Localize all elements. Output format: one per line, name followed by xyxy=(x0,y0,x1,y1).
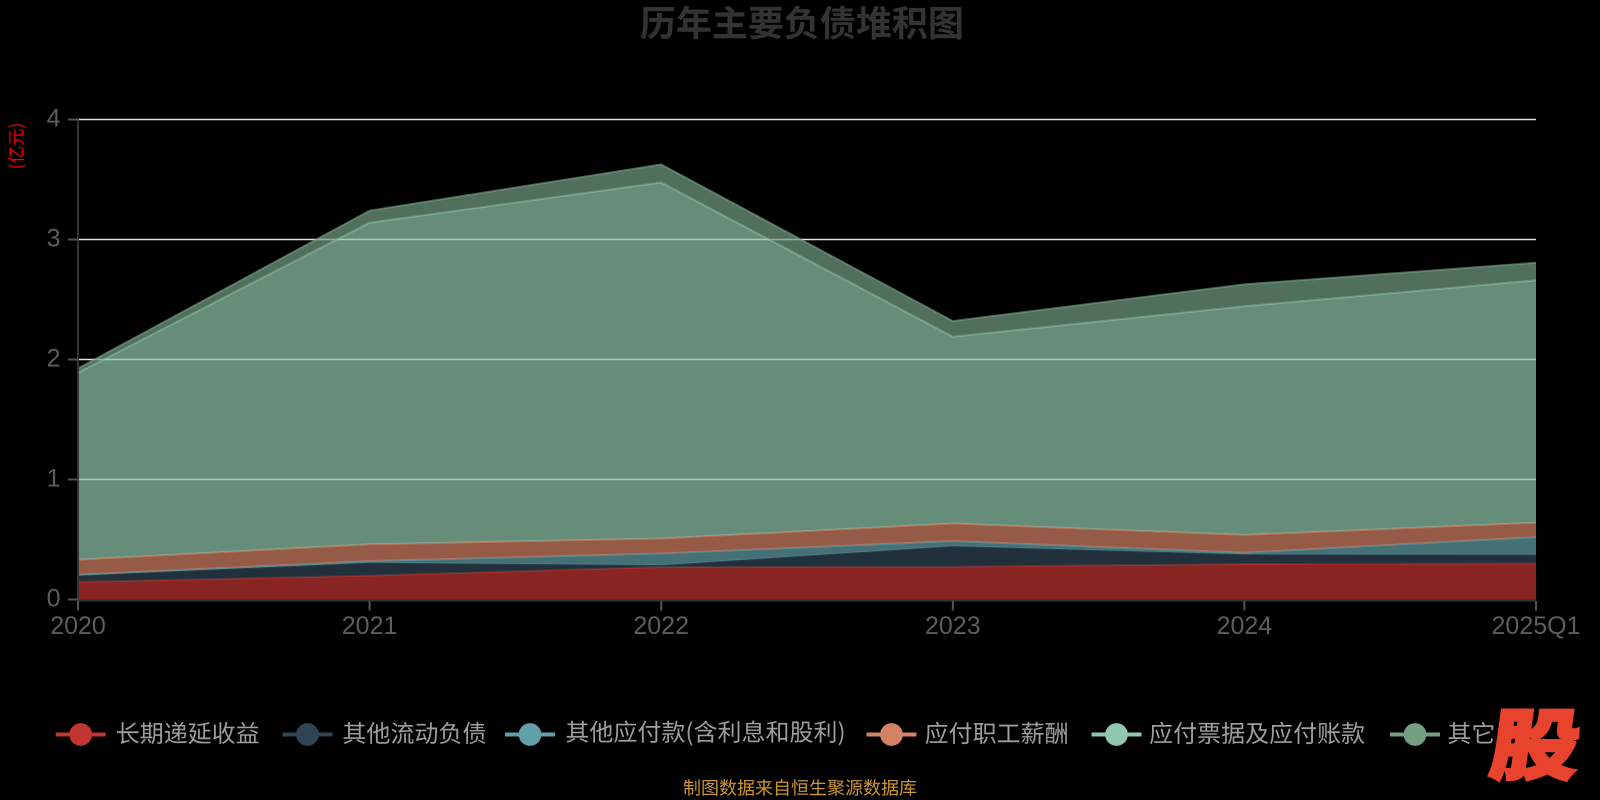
svg-text:2: 2 xyxy=(47,345,61,373)
svg-text:2023: 2023 xyxy=(925,612,981,640)
svg-text:2025Q1: 2025Q1 xyxy=(1492,612,1581,640)
svg-text:2021: 2021 xyxy=(342,612,398,640)
svg-text:4: 4 xyxy=(47,105,61,133)
svg-text:0: 0 xyxy=(47,585,61,613)
svg-text:2024: 2024 xyxy=(1217,612,1273,640)
svg-text:2022: 2022 xyxy=(633,612,689,640)
svg-text:2020: 2020 xyxy=(50,612,106,640)
svg-text:3: 3 xyxy=(47,225,61,253)
svg-text:1: 1 xyxy=(47,465,61,493)
